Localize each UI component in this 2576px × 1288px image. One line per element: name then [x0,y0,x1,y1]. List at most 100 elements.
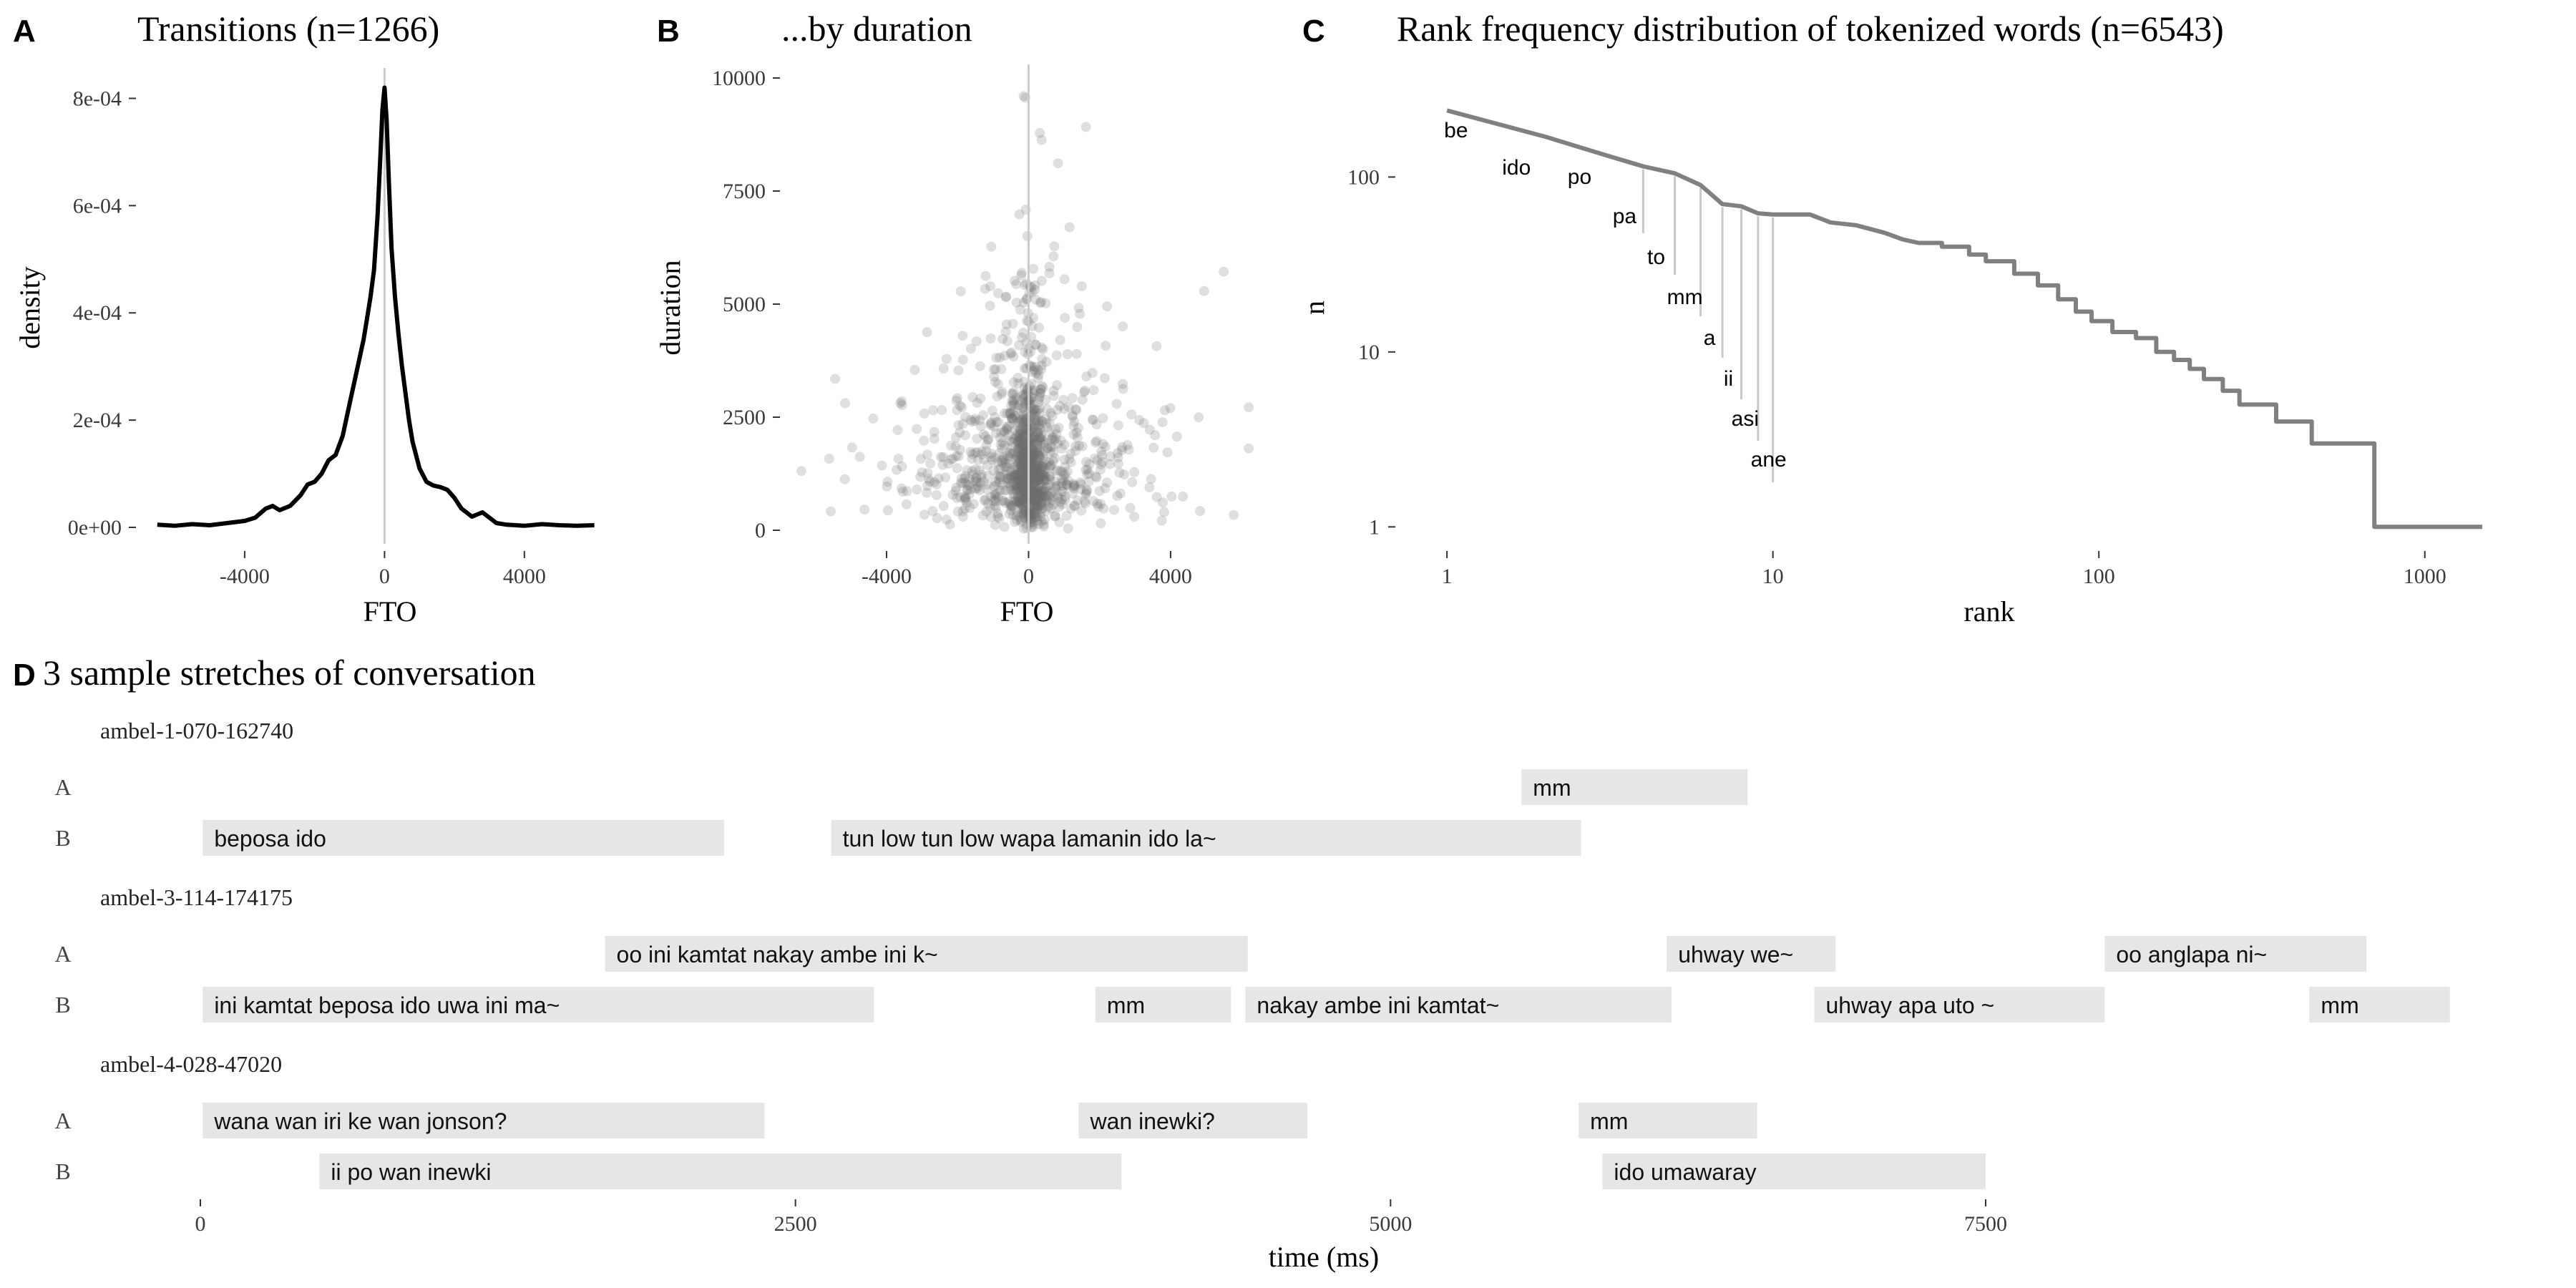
data-point [1037,494,1048,504]
data-point [1044,471,1055,482]
data-point [1034,480,1045,491]
speech-segment: wan inewki? [1078,1103,1307,1138]
data-point [1025,502,1035,513]
data-point [1018,482,1029,492]
data-point [1070,404,1081,414]
data-point [1044,261,1055,272]
data-point [1028,388,1039,399]
speech-segment: mm [1521,769,1748,805]
data-point [1244,402,1254,413]
data-point [1009,398,1020,409]
data-point [1031,500,1041,511]
data-point [1138,418,1149,429]
data-point [947,454,958,464]
data-point [1034,432,1045,443]
data-point [1030,339,1041,350]
data-point [1048,431,1058,442]
data-point [1065,449,1076,459]
data-point [999,408,1010,419]
data-point [1053,422,1064,433]
data-point [1017,478,1028,489]
data-point [1010,453,1020,464]
data-point [1244,443,1254,454]
data-point [1015,486,1026,497]
data-point [1015,434,1026,444]
data-point [1033,487,1043,497]
data-point [1005,499,1015,509]
data-point [1029,479,1040,490]
data-point [1127,477,1138,487]
data-point [1075,479,1086,489]
data-point [1064,454,1075,464]
data-point [1007,436,1018,447]
data-point [975,485,985,496]
data-point [970,483,981,494]
data-point [1117,442,1128,452]
data-point [1015,449,1025,460]
data-point [1096,518,1106,529]
data-point [1194,412,1204,423]
segment-bar [203,987,874,1023]
data-point [1028,474,1038,485]
data-point [1028,487,1039,497]
data-point [1044,462,1055,472]
data-point [1008,415,1019,426]
data-point [960,493,971,504]
data-point [1018,482,1028,493]
data-point [1017,391,1028,401]
data-point [941,514,952,525]
data-point [824,454,834,464]
data-point [1029,477,1040,488]
data-point [1021,337,1032,348]
data-point [1015,496,1026,507]
data-point [990,494,1000,504]
data-point [943,459,954,469]
data-point [916,454,926,464]
data-point [1003,421,1014,431]
data-point [971,336,982,346]
data-point [1017,436,1028,447]
data-point [1019,429,1030,440]
data-point [1017,414,1028,425]
data-point [1030,509,1041,519]
word-label-ido: ido [1502,156,1531,180]
panel-d-conversations: D 3 sample stretches of conversation tim… [13,653,2450,1273]
data-point [1091,472,1102,483]
data-point [1057,481,1068,492]
data-point [975,421,986,431]
data-point [1030,491,1040,502]
data-point [1159,507,1169,517]
data-point [1044,418,1055,429]
data-point [957,402,967,413]
data-point [1040,464,1050,475]
data-point [1033,512,1043,522]
data-point [1014,477,1025,488]
data-point [979,495,990,506]
data-point [1036,504,1047,514]
speech-segment: ini kamtat beposa ido uwa ini ma~ [203,987,874,1023]
segment-bar [1667,936,1836,972]
data-point [1033,405,1043,416]
data-point [1101,341,1111,351]
data-point [1035,415,1046,426]
data-point [1013,457,1024,467]
data-point [1025,458,1035,469]
data-point [990,489,1000,500]
data-point [1069,480,1079,491]
data-point [1031,456,1042,467]
data-point [1035,388,1045,399]
data-point [1035,451,1045,462]
data-point [980,270,991,281]
data-point [953,451,964,462]
data-point [962,465,972,476]
data-point [1040,394,1051,405]
data-point [982,484,992,495]
data-point [1113,459,1123,469]
data-point [997,443,1007,454]
data-point [1005,348,1016,359]
data-point [962,497,972,508]
data-point [957,512,968,522]
data-point [960,492,970,502]
data-point [988,465,999,476]
